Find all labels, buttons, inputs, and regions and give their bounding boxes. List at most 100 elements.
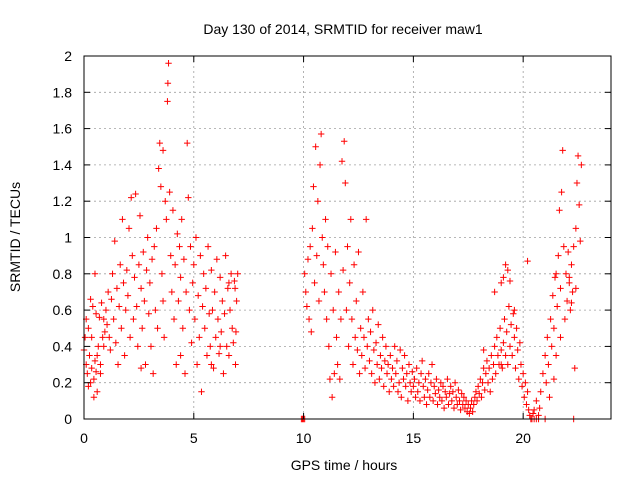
data-point (563, 297, 571, 305)
data-point (137, 364, 145, 372)
data-point (92, 368, 100, 376)
data-point (211, 288, 218, 296)
data-point (184, 139, 191, 147)
data-point (159, 147, 167, 154)
data-point (446, 390, 453, 397)
data-point (113, 285, 121, 292)
data-point (395, 379, 403, 386)
data-point (483, 357, 491, 365)
data-point (177, 274, 184, 281)
data-point (219, 297, 226, 305)
data-point (177, 352, 184, 359)
data-point (484, 379, 492, 386)
data-point (164, 98, 171, 105)
data-point (323, 315, 330, 323)
data-point (107, 346, 114, 354)
data-point (187, 243, 194, 250)
data-point (437, 379, 445, 386)
data-point (426, 394, 434, 401)
data-point (513, 325, 520, 332)
x-tick-label: 20 (515, 430, 531, 446)
data-point (569, 288, 576, 296)
data-point (422, 375, 429, 383)
data-point (169, 207, 177, 214)
data-point (333, 334, 340, 341)
data-point (462, 397, 470, 405)
data-point (524, 257, 531, 265)
y-tick-label: 2 (64, 48, 72, 64)
data-point (500, 339, 507, 346)
data-point (424, 386, 431, 394)
data-point (476, 390, 483, 397)
data-point (478, 394, 485, 401)
data-point (120, 279, 127, 287)
data-point (222, 252, 229, 259)
data-point (568, 299, 575, 307)
data-point (467, 404, 474, 412)
data-point (225, 279, 233, 287)
data-point (181, 370, 189, 377)
data-point (96, 314, 103, 321)
data-point (443, 394, 450, 401)
data-point (543, 379, 550, 386)
data-point (331, 370, 338, 377)
data-point (454, 401, 461, 408)
data-point (533, 397, 540, 405)
data-point (521, 394, 528, 401)
data-point (226, 306, 234, 314)
data-point (440, 404, 448, 412)
data-point (112, 339, 120, 346)
data-point (375, 321, 382, 328)
data-point (141, 297, 148, 305)
data-point (438, 397, 446, 405)
data-point (465, 401, 472, 408)
data-point (405, 361, 413, 368)
data-point (223, 343, 230, 350)
data-point (504, 266, 511, 274)
data-point (365, 315, 372, 323)
data-point (525, 406, 532, 414)
data-point (309, 225, 316, 232)
data-point (311, 279, 318, 287)
data-point (231, 277, 238, 285)
data-point (459, 401, 466, 408)
data-point (100, 315, 107, 323)
data-point (480, 364, 487, 372)
data-point (469, 408, 476, 415)
data-point (95, 343, 102, 350)
data-point (106, 334, 113, 341)
data-point (370, 346, 378, 354)
data-point (90, 394, 98, 401)
data-point (330, 306, 337, 314)
data-point (316, 161, 324, 169)
x-tick-labels: 0 5 10 15 20 (80, 430, 531, 446)
data-point (111, 237, 118, 245)
y-tick-label: 1.4 (53, 157, 73, 173)
data-point (451, 379, 459, 386)
data-point (166, 188, 173, 196)
data-point (556, 207, 563, 214)
data-point (351, 334, 359, 341)
data-point (155, 165, 162, 172)
data-point (338, 158, 346, 165)
data-point (126, 334, 134, 341)
data-point (302, 288, 309, 296)
data-point (490, 361, 497, 368)
data-point (361, 364, 369, 372)
data-point (123, 266, 131, 274)
data-point (354, 346, 361, 354)
data-point (362, 216, 370, 223)
data-point (174, 230, 181, 238)
data-point (158, 270, 166, 277)
data-point (320, 261, 327, 268)
data-point (203, 352, 211, 359)
data-point (522, 379, 529, 386)
data-point (489, 375, 496, 383)
data-point (227, 270, 235, 277)
data-point (516, 339, 524, 346)
data-point (381, 357, 389, 365)
data-point (364, 343, 371, 350)
data-point (99, 334, 106, 341)
data-point (355, 248, 362, 256)
data-point (327, 270, 335, 277)
